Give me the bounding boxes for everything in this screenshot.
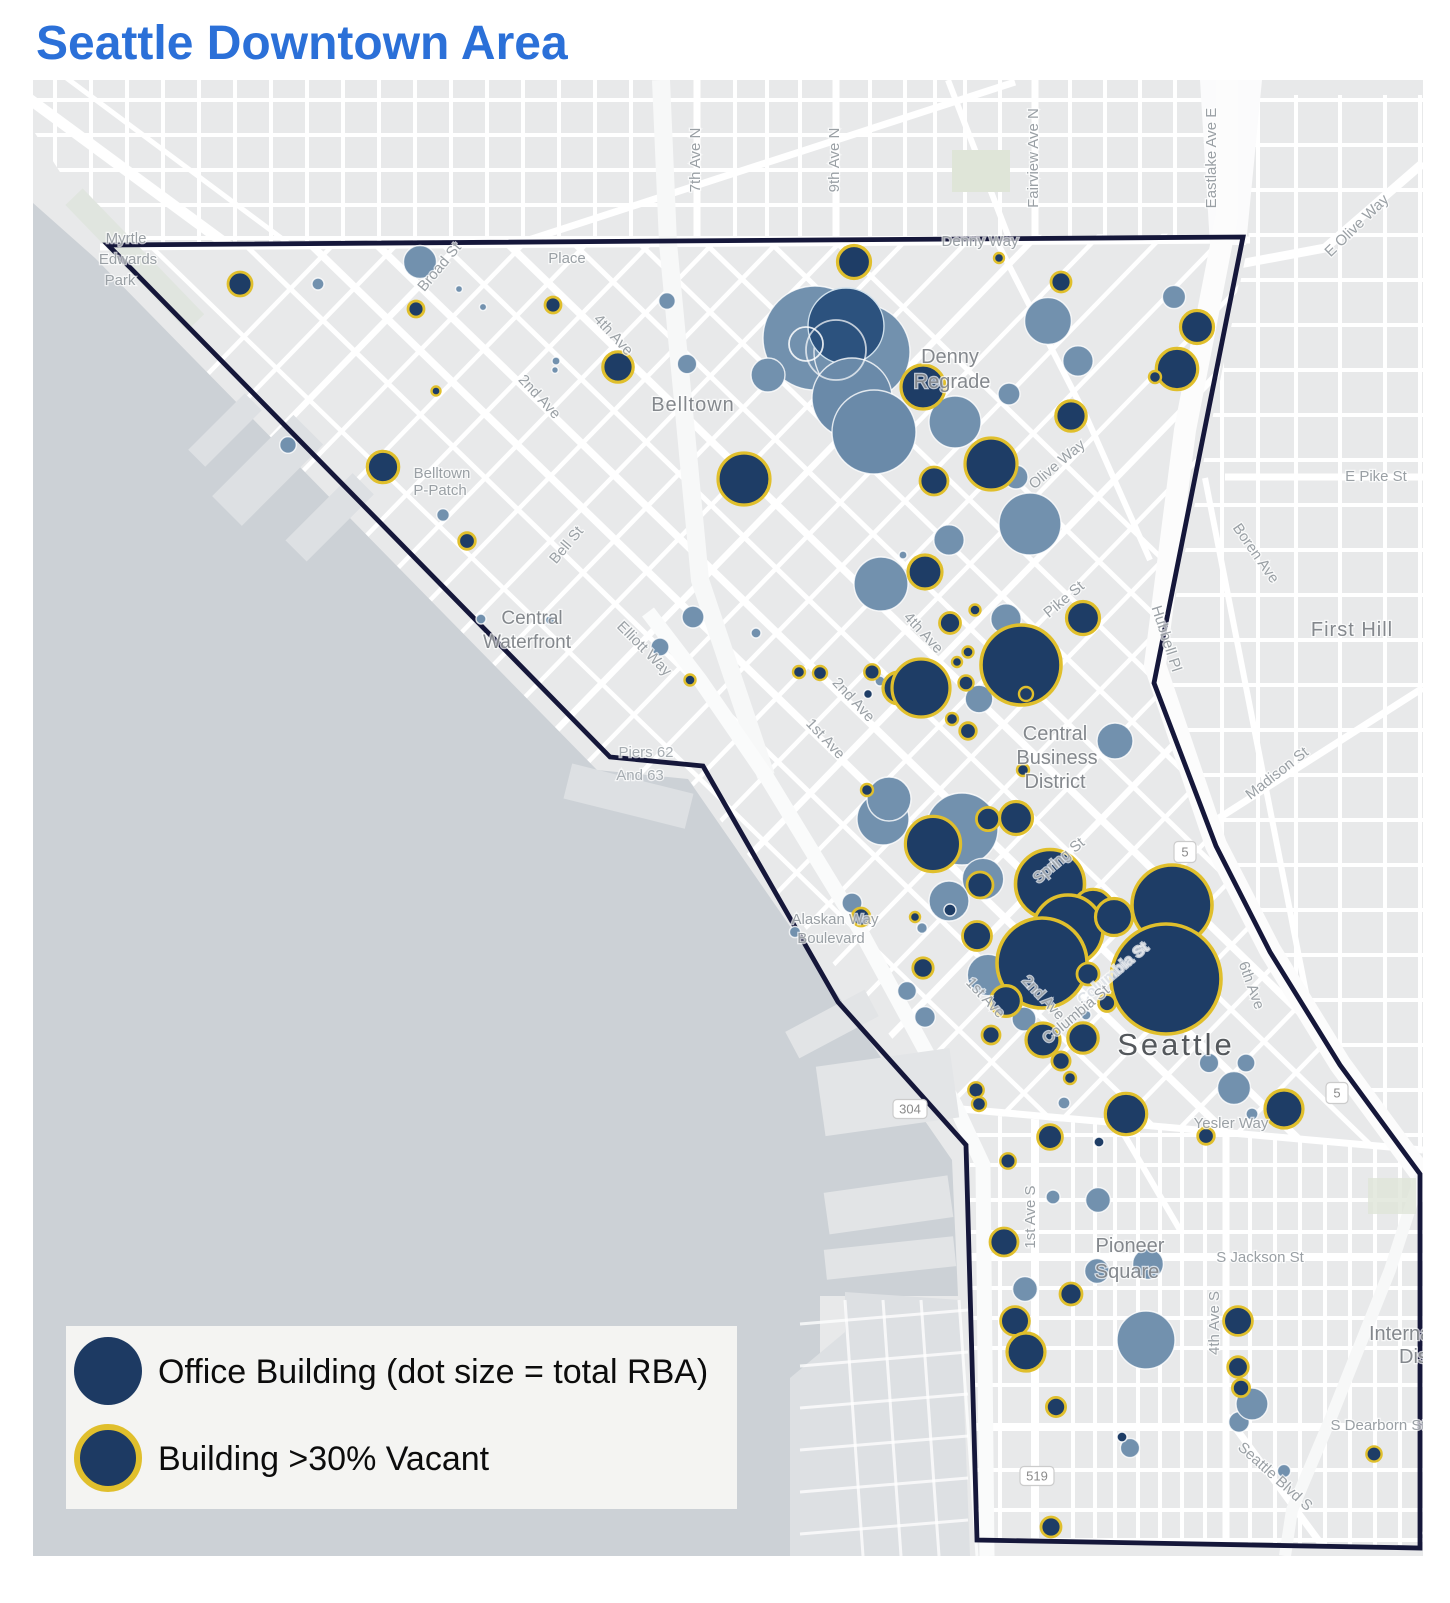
svg-text:9th Ave N: 9th Ave N bbox=[826, 128, 843, 193]
svg-text:Office Building (dot size = to: Office Building (dot size = total RBA) bbox=[158, 1353, 708, 1391]
svg-text:519: 519 bbox=[1026, 1469, 1048, 1484]
svg-text:Fairview Ave N: Fairview Ave N bbox=[1025, 108, 1042, 208]
svg-text:Seattle: Seattle bbox=[1117, 1027, 1235, 1062]
svg-text:Denny: Denny bbox=[921, 346, 979, 368]
svg-text:5: 5 bbox=[1333, 1086, 1340, 1101]
svg-text:E Pike St: E Pike St bbox=[1345, 468, 1408, 485]
svg-text:Pioneer: Pioneer bbox=[1096, 1235, 1165, 1257]
svg-text:Belltown: Belltown bbox=[651, 394, 735, 416]
svg-text:Central: Central bbox=[1023, 723, 1087, 745]
svg-text:5: 5 bbox=[1181, 845, 1188, 860]
svg-text:Alaskan Way: Alaskan Way bbox=[792, 911, 879, 928]
svg-text:First Hill: First Hill bbox=[1311, 619, 1393, 641]
svg-text:Boulevard: Boulevard bbox=[797, 930, 865, 947]
svg-text:Denny Way: Denny Way bbox=[942, 233, 1019, 250]
svg-text:Regrade: Regrade bbox=[914, 371, 991, 393]
svg-text:Myrtle: Myrtle bbox=[106, 230, 147, 247]
svg-text:Seattle Downtown Area: Seattle Downtown Area bbox=[36, 17, 568, 70]
svg-text:7th Ave N: 7th Ave N bbox=[687, 128, 704, 193]
svg-text:Edwards: Edwards bbox=[99, 251, 157, 268]
svg-text:And 63: And 63 bbox=[616, 767, 664, 784]
svg-text:International: International bbox=[1369, 1323, 1450, 1345]
svg-text:District: District bbox=[1024, 771, 1086, 793]
svg-text:Belltown: Belltown bbox=[414, 465, 471, 482]
svg-text:Place: Place bbox=[548, 250, 586, 267]
svg-text:1st Ave S: 1st Ave S bbox=[1022, 1185, 1039, 1248]
svg-text:Square: Square bbox=[1095, 1261, 1160, 1283]
svg-text:Business: Business bbox=[1016, 747, 1097, 769]
svg-text:Central: Central bbox=[501, 608, 562, 629]
svg-text:Piers 62: Piers 62 bbox=[618, 744, 673, 761]
svg-text:Yesler Way: Yesler Way bbox=[1194, 1115, 1269, 1132]
svg-text:District: District bbox=[1399, 1346, 1450, 1368]
svg-text:Eastlake Ave E: Eastlake Ave E bbox=[1203, 108, 1220, 209]
svg-text:304: 304 bbox=[899, 1102, 921, 1117]
svg-text:4th Ave S: 4th Ave S bbox=[1206, 1291, 1223, 1355]
svg-text:Waterfront: Waterfront bbox=[483, 632, 572, 653]
svg-text:P-Patch: P-Patch bbox=[413, 482, 466, 499]
svg-text:Building >30% Vacant: Building >30% Vacant bbox=[158, 1440, 490, 1478]
svg-text:Park: Park bbox=[105, 272, 136, 289]
svg-text:S Jackson St: S Jackson St bbox=[1216, 1249, 1304, 1266]
svg-text:S Dearborn St: S Dearborn St bbox=[1330, 1417, 1426, 1434]
